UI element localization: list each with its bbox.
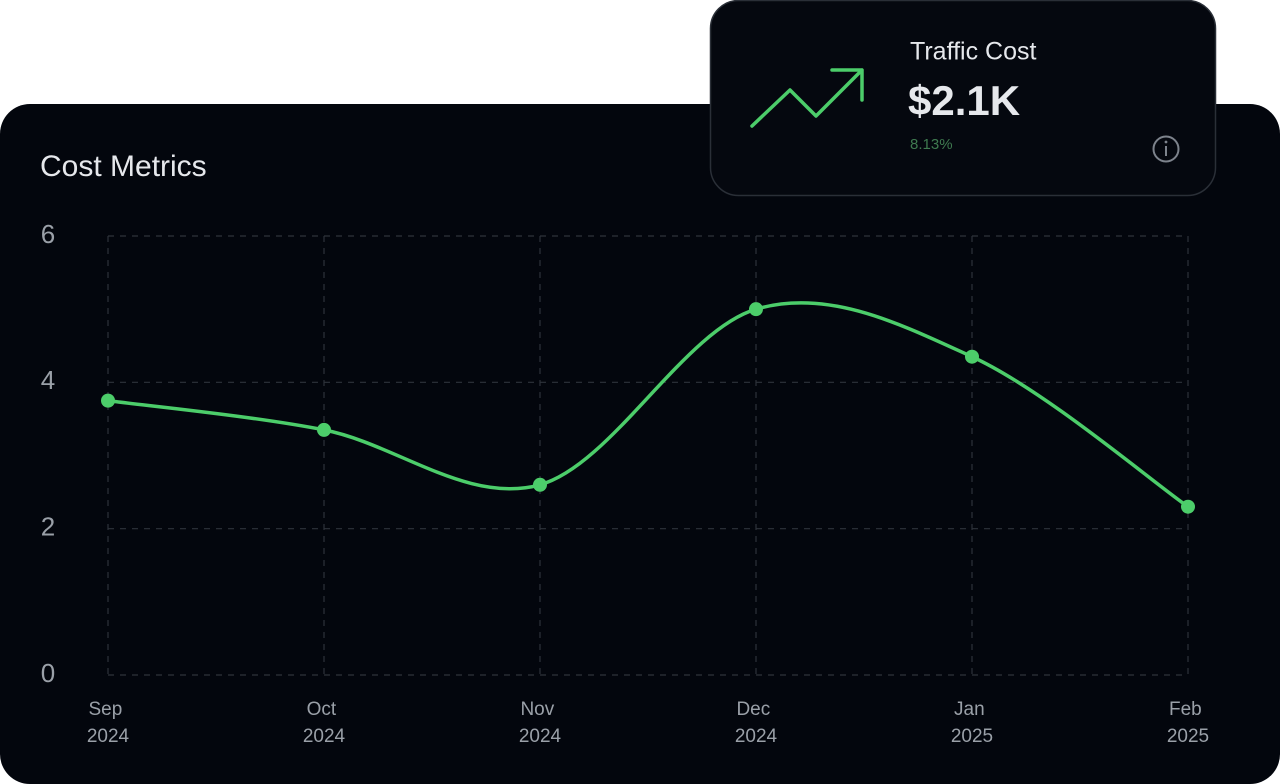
trend-icon [750,68,864,128]
x-tick-label: Dec 2024 [735,699,778,747]
info-icon[interactable] [1152,135,1180,163]
point [1181,499,1195,514]
kpi-change: 8.13% [910,136,953,153]
point [101,393,115,408]
kpi-card: Traffic Cost $2.1K 8.13% [709,0,1217,197]
x-tick-label: Jan 2025 [951,699,993,747]
y-tick-label: 4 [41,365,55,395]
y-tick-label: 0 [41,658,55,688]
chart-card [0,104,1280,784]
y-tick-label: 6 [41,219,55,249]
info-dot [1164,140,1168,144]
x-tick-label: Oct 2024 [303,699,346,747]
point [749,302,763,317]
x-tick-label: Nov 2024 [519,699,562,747]
point [533,477,547,492]
x-tick-label: Feb 2025 [1167,699,1209,747]
chart-title: Cost Metrics [40,150,207,183]
point [965,349,979,364]
plot-area: 0 2 4 6 Sep 2024 Oct 2024 Nov 2024 Dec 2024 Jan … [41,219,1209,747]
x-tick-label: Sep 2024 [87,699,130,747]
kpi-value: $2.1K [908,77,1020,124]
kpi-card-bg [709,0,1217,197]
line [107,301,1189,509]
info-circle [1152,135,1180,163]
y-tick-label: 2 [41,512,55,542]
kpi-title: Traffic Cost [910,38,1036,66]
point [317,422,331,437]
